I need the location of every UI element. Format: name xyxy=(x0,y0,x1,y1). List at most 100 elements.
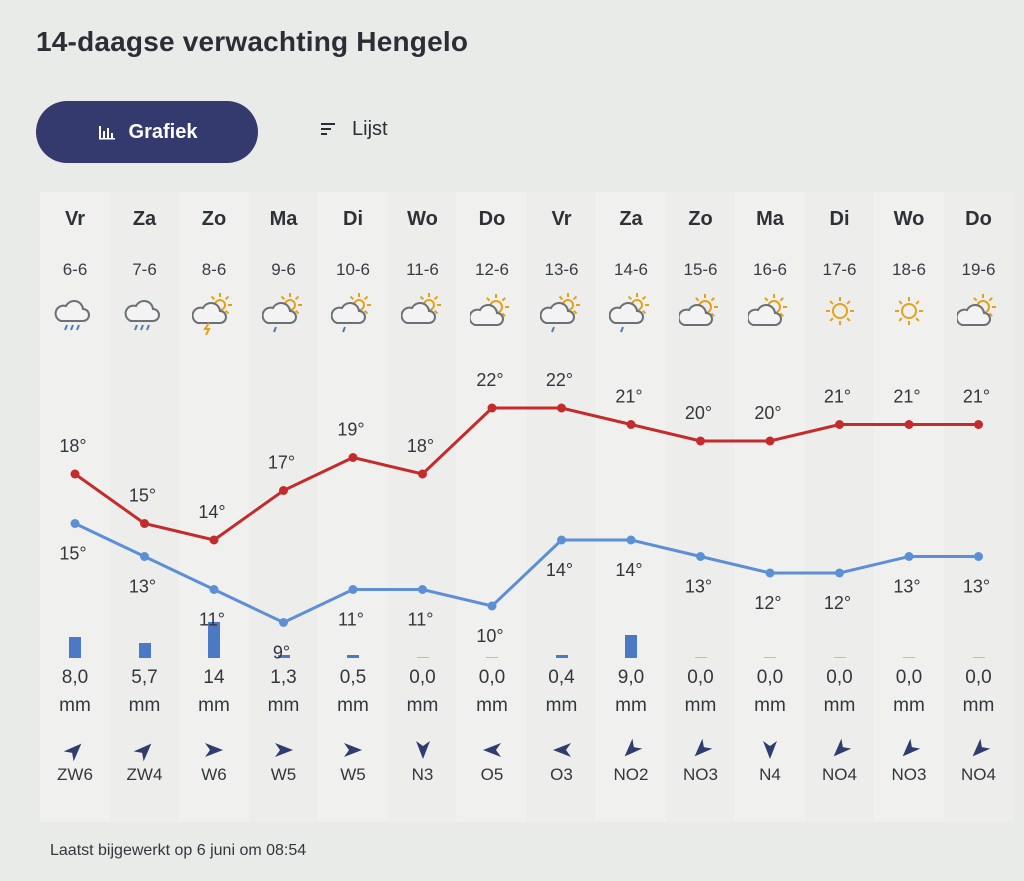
precipitation-value: 0,0 mm xyxy=(735,664,805,720)
day-date: 11-6 xyxy=(406,260,439,279)
precipitation-bar xyxy=(416,657,429,658)
sun-cloud-icon xyxy=(457,291,527,335)
day-column xyxy=(596,192,666,822)
low-temp-label: 13° xyxy=(685,577,712,597)
low-temp-point xyxy=(557,535,566,545)
precipitation-bar xyxy=(903,657,915,658)
high-temp-point xyxy=(696,436,705,446)
day-date: 19-6 xyxy=(961,260,996,279)
precipitation-unit: mm xyxy=(476,695,508,716)
low-temp-point xyxy=(209,585,219,594)
day-date: 12-6 xyxy=(474,260,510,279)
high-temp-label: 22° xyxy=(546,370,573,390)
rain-cloud-icon xyxy=(40,291,110,335)
wind-label: ZW6 xyxy=(57,765,93,784)
precipitation-amount: 0,0 xyxy=(965,667,992,688)
cloud-sun-icon xyxy=(388,291,458,335)
wind-arrow-icon xyxy=(249,735,319,765)
wind-label: N4 xyxy=(759,765,781,784)
wind-arrow-icon xyxy=(527,735,597,765)
low-temp-label: 14° xyxy=(546,560,573,580)
day-date: 14-6 xyxy=(613,260,649,279)
precipitation-amount: 0,4 xyxy=(548,667,575,688)
precipitation-value: 0,4 mm xyxy=(527,664,597,720)
high-temp-label: 20° xyxy=(685,403,712,423)
day-name: Di xyxy=(829,208,850,230)
precipitation-value: 0,0 mm xyxy=(874,664,944,720)
precipitation-amount: 0,5 xyxy=(339,667,367,688)
sun-icon xyxy=(874,291,944,335)
high-temp-point xyxy=(487,403,497,413)
low-temp-label: 13° xyxy=(129,577,156,597)
high-temp-label: 22° xyxy=(476,370,503,390)
high-temp-point xyxy=(418,469,427,479)
high-temp-line xyxy=(74,406,979,542)
precipitation-bar xyxy=(555,655,568,658)
day-date: 17-6 xyxy=(822,260,857,279)
day-name: Do xyxy=(965,208,992,230)
tab-grafiek[interactable]: Grafiek xyxy=(36,101,258,163)
precipitation-amount: 1,3 xyxy=(270,667,297,688)
low-temp-point xyxy=(626,535,636,545)
low-temp-label: 15° xyxy=(59,544,86,564)
day-name: Wo xyxy=(407,208,438,230)
low-temp-label: 11° xyxy=(199,610,225,630)
high-temp-point xyxy=(765,436,775,446)
precipitation-value: 1,3 mm xyxy=(249,664,319,720)
precipitation-bar xyxy=(69,637,81,658)
precipitation-value: 0,0 mm xyxy=(457,664,527,720)
precipitation-unit: mm xyxy=(128,695,161,716)
low-temp-point xyxy=(974,552,983,561)
day-column xyxy=(387,192,458,822)
day-name: Ma xyxy=(269,208,298,230)
precipitation-unit: mm xyxy=(337,695,369,716)
low-temp-label: 11° xyxy=(338,610,364,630)
precipitation-value: 0,0 mm xyxy=(666,664,736,720)
wind-label: NO3 xyxy=(683,765,718,784)
high-temp-point xyxy=(626,420,636,429)
precipitation-bar xyxy=(833,657,846,658)
thunder-sun-cloud-icon xyxy=(179,291,249,335)
low-temp-point xyxy=(348,585,358,594)
wind-arrow-icon xyxy=(805,735,875,765)
high-temp-point xyxy=(209,535,219,545)
precipitation-value: 0,0 mm xyxy=(388,664,458,720)
low-temp-label: 9° xyxy=(273,643,290,663)
high-temp-point xyxy=(835,420,844,429)
low-temp-label: 11° xyxy=(408,610,434,630)
day-name: Vr xyxy=(551,208,572,230)
day-name: Za xyxy=(619,208,643,230)
day-column xyxy=(179,192,249,822)
wind-arrow-icon xyxy=(388,735,458,765)
precipitation-value: 0,0 mm xyxy=(944,664,1014,720)
precipitation-bar xyxy=(764,657,776,658)
precipitation-value: 0,5 mm xyxy=(318,664,388,720)
last-updated: Laatst bijgewerkt op 6 juni om 08:54 xyxy=(50,842,307,859)
precipitation-unit: mm xyxy=(684,695,717,716)
precipitation-bar xyxy=(972,657,985,658)
precipitation-bar xyxy=(138,643,151,658)
precipitation-value: 9,0 mm xyxy=(596,664,666,720)
wind-arrow-icon xyxy=(457,735,527,765)
list-icon xyxy=(318,119,338,139)
low-temp-point xyxy=(279,618,288,627)
wind-label: W5 xyxy=(270,765,297,784)
wind-arrow-icon xyxy=(596,735,666,765)
low-temp-point xyxy=(418,585,427,594)
precipitation-unit: mm xyxy=(893,695,925,716)
day-date: 13-6 xyxy=(544,260,579,279)
precipitation-amount: 0,0 xyxy=(687,667,714,688)
wind-label: W5 xyxy=(340,765,366,784)
precipitation-amount: 5,7 xyxy=(131,667,158,688)
day-column xyxy=(665,192,736,822)
high-temp-point xyxy=(279,486,288,495)
tab-lijst[interactable]: Lijst xyxy=(318,106,388,152)
wind-label: NO4 xyxy=(822,765,857,784)
low-temp-point xyxy=(904,552,914,561)
low-temp-point xyxy=(70,519,80,528)
day-name: Zo xyxy=(688,208,713,230)
precipitation-amount: 0,0 xyxy=(895,667,923,688)
wind-arrow-icon xyxy=(40,735,110,765)
precipitation-unit: mm xyxy=(59,695,91,716)
